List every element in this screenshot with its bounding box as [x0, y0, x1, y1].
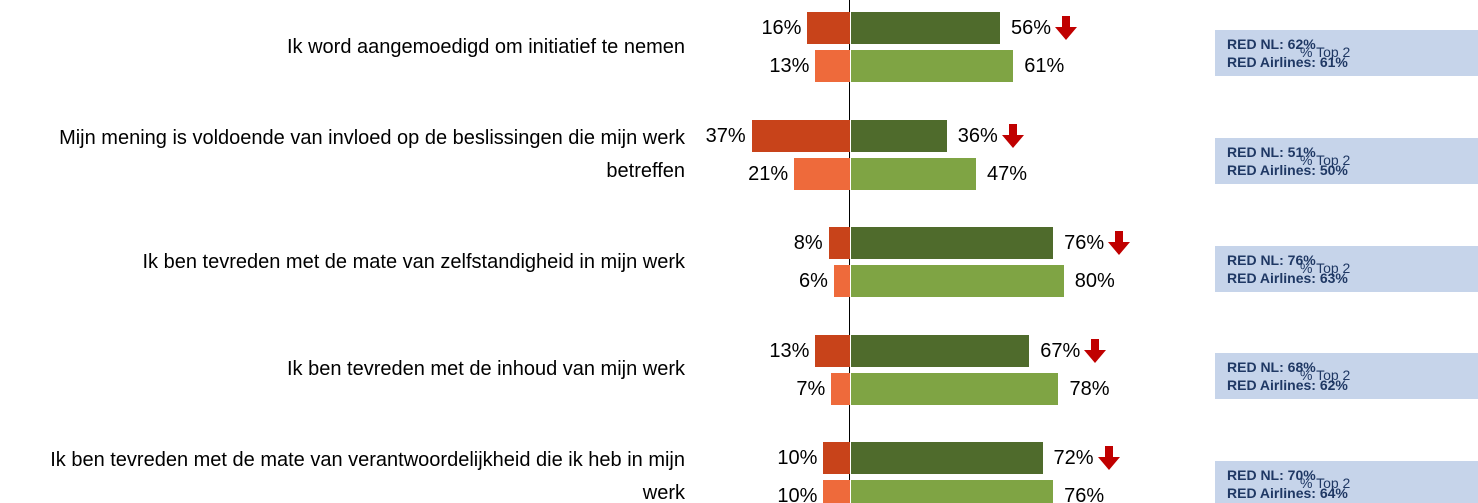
arrow-shape [1108, 231, 1131, 255]
bar [851, 227, 1054, 259]
down-arrow [1108, 231, 1131, 255]
bar [851, 12, 1000, 44]
benchmark-box: RED NL: 62% RED Airlines: 61%% Top 2 [1215, 30, 1478, 76]
bar [851, 442, 1043, 474]
value-label: 61% [1024, 55, 1065, 77]
benchmark-line: RED NL: 51% [1227, 143, 1316, 160]
benchmark-line: RED NL: 76% [1227, 251, 1316, 268]
bar [851, 480, 1054, 503]
bar [851, 50, 1014, 82]
benchmark-note: % Top 2 [1300, 475, 1351, 492]
arrow-shape [1097, 446, 1120, 470]
category-label: Ik ben tevreden met de mate van zelfstan… [142, 250, 685, 273]
benchmark-note: % Top 2 [1300, 259, 1351, 276]
value-label: 16% [761, 17, 802, 39]
value-label: 56% [1010, 17, 1051, 39]
value-label: 76% [1064, 485, 1105, 503]
value-label: 6% [799, 270, 828, 292]
benchmark-line: RED Airlines: 64% [1227, 485, 1348, 502]
benchmark-note: % Top 2 [1300, 367, 1351, 384]
bar [851, 372, 1059, 405]
bar [851, 265, 1064, 297]
down-arrow [1084, 338, 1107, 363]
value-label: 80% [1074, 270, 1115, 292]
arrow-shape [1054, 16, 1077, 40]
bar [815, 334, 850, 367]
category-label: Ik word aangemoedigd om initiatief te ne… [286, 35, 685, 58]
arrow-shape [1001, 123, 1024, 148]
value-label: 36% [957, 124, 998, 147]
value-label: 13% [769, 55, 810, 77]
category-label: Ik ben tevreden met de inhoud van mijn w… [287, 358, 685, 380]
benchmark-line: RED NL: 62% [1227, 36, 1316, 52]
down-arrow [1001, 123, 1024, 148]
bar [851, 119, 947, 152]
benchmark-box: RED NL: 68% RED Airlines: 62%% Top 2 [1215, 353, 1478, 400]
down-arrow [1054, 16, 1077, 40]
value-label: 72% [1053, 447, 1094, 469]
bar [834, 265, 850, 297]
value-label: 10% [777, 485, 818, 503]
value-label: 13% [769, 339, 810, 362]
bar [851, 157, 977, 190]
value-label: 7% [796, 377, 826, 400]
benchmark-box: RED NL: 76% RED Airlines: 63%% Top 2 [1215, 245, 1478, 292]
bar [751, 119, 850, 152]
bar [851, 334, 1030, 367]
bar [823, 480, 850, 503]
bar [815, 50, 850, 82]
category-label: Mijn mening is voldoende van invloed op … [59, 126, 685, 182]
bar [823, 442, 850, 474]
value-label: 76% [1064, 232, 1105, 254]
value-label: 78% [1069, 377, 1110, 400]
bar [831, 372, 850, 405]
bar [828, 227, 850, 259]
value-label: 37% [705, 124, 746, 147]
value-label: 8% [793, 232, 823, 254]
benchmark-line: RED Airlines: 50% [1227, 161, 1348, 178]
value-label: 67% [1040, 339, 1081, 362]
benchmark-line: RED NL: 70% [1227, 467, 1316, 484]
category-label: Ik ben tevreden met de mate van verantwo… [50, 449, 685, 503]
arrow-shape [1084, 338, 1107, 363]
value-label: 21% [748, 162, 789, 185]
bar [807, 12, 850, 44]
benchmark-box: RED NL: 70% RED Airlines: 64%% Top 2 [1215, 461, 1478, 503]
benchmark-line: RED Airlines: 61% [1227, 54, 1348, 70]
benchmark-box: RED NL: 51% RED Airlines: 50%% Top 2 [1215, 137, 1478, 184]
bar [794, 157, 850, 190]
benchmark-line: RED Airlines: 63% [1227, 269, 1348, 286]
benchmark-note: % Top 2 [1300, 44, 1351, 60]
value-label: 10% [777, 447, 818, 469]
benchmark-line: RED NL: 68% [1227, 359, 1316, 376]
value-label: 47% [987, 162, 1028, 185]
benchmark-line: RED Airlines: 62% [1227, 377, 1348, 394]
benchmark-note: % Top 2 [1300, 151, 1351, 168]
down-arrow [1097, 446, 1120, 470]
